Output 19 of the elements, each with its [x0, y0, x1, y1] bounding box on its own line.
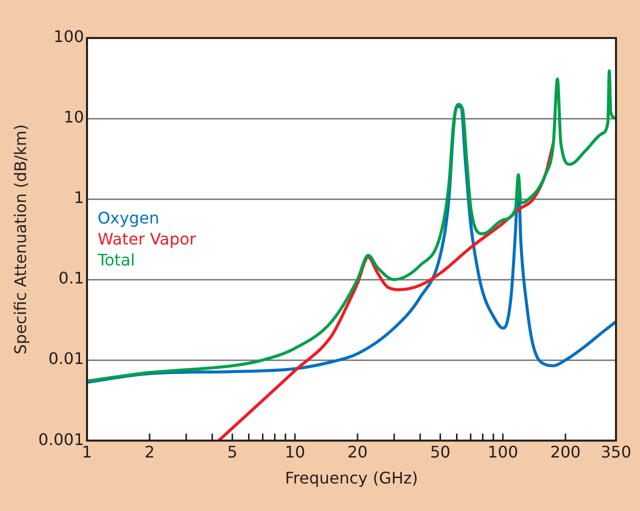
x-tick-label: 350: [600, 442, 632, 462]
y-tick-label: 0.01: [48, 349, 84, 368]
x-tick-label: 100: [488, 442, 518, 462]
y-tick-label: 1: [74, 188, 84, 208]
x-tick-label: 10: [284, 442, 306, 462]
x-tick-label: 20: [347, 442, 368, 462]
text: Water Vapor: [98, 229, 196, 248]
y-tick-label: 100: [53, 27, 84, 46]
y-tick-label: 0.1: [58, 268, 84, 288]
y-tick-label: 10: [64, 108, 84, 127]
text: Total: [96, 250, 135, 270]
y-axis-title: Specific Attenuation (dB/km): [10, 124, 30, 354]
text: Oxygen: [98, 208, 160, 228]
x-tick-label: 200: [550, 442, 581, 462]
x-axis-title: Frequency (GHz): [284, 468, 418, 488]
y-tick-label: 0.001: [38, 430, 84, 449]
x-tick-label: 5: [227, 442, 238, 462]
x-tick-label: 50: [430, 442, 450, 462]
x-tick-label: 2: [144, 442, 155, 462]
